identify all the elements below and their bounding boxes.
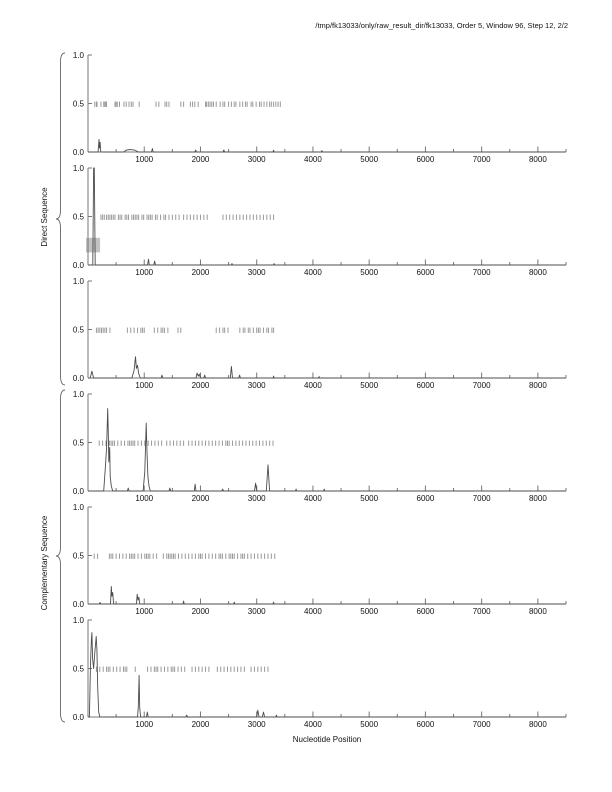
tick-label: 4000	[304, 720, 322, 729]
tick-label: 0.0	[73, 374, 85, 383]
subplot-4: 1000 2000 3000 4000 5000 6000 7000 8000 0.0 0.5 1.…	[73, 390, 567, 503]
tick-label: 0.0	[73, 148, 85, 157]
tick-label: 1000	[135, 607, 153, 616]
score-curve	[88, 408, 566, 492]
tick-label: 2000	[192, 268, 210, 277]
complementary-sequence-brace	[55, 389, 66, 723]
subplot-5: 1000 2000 3000 4000 5000 6000 7000 8000 0.0 0.5 1.…	[73, 503, 567, 616]
tick-label: 6000	[417, 268, 435, 277]
tick-label: 0.0	[73, 713, 85, 722]
subplot-2: 1000 2000 3000 4000 5000 6000 7000 8000 0.0 0.5 1.…	[73, 164, 567, 277]
plot-title: /tmp/fk13033/only/raw_result_dir/fk13033…	[315, 21, 568, 30]
tick-label: 1.0	[73, 51, 85, 60]
tick-label: 2000	[192, 155, 210, 164]
subplot-1: 1000 2000 3000 4000 5000 6000 7000 8000 0.0 0.5 1.…	[73, 51, 567, 164]
direct-sequence-brace	[55, 52, 66, 386]
tick-label: 3000	[248, 494, 266, 503]
tick-label: 8000	[529, 381, 547, 390]
tick-label: 0.5	[73, 664, 85, 673]
subplot-6: 1000 2000 3000 4000 5000 6000 7000 8000 0.0 0.5 1.…	[73, 616, 567, 729]
tick-label: 1.0	[73, 616, 85, 625]
tick-label: 4000	[304, 155, 322, 164]
tick-label: 7000	[473, 494, 491, 503]
tick-label: 2000	[192, 607, 210, 616]
tick-label: 2000	[192, 494, 210, 503]
tick-label: 8000	[529, 720, 547, 729]
tick-label: 5000	[360, 381, 378, 390]
tick-label: 4000	[304, 607, 322, 616]
tick-label: 8000	[529, 494, 547, 503]
tick-label: 6000	[417, 155, 435, 164]
tick-label: 6000	[417, 494, 435, 503]
tick-label: 1.0	[73, 277, 85, 286]
tick-label: 1.0	[73, 390, 85, 399]
score-curve	[88, 356, 566, 379]
tick-label: 5000	[360, 607, 378, 616]
tick-label: 6000	[417, 607, 435, 616]
tick-label: 2000	[192, 720, 210, 729]
tick-label: 1000	[135, 381, 153, 390]
tick-label: 7000	[473, 381, 491, 390]
tick-label: 5000	[360, 494, 378, 503]
tick-label: 8000	[529, 155, 547, 164]
tick-label: 0.5	[73, 551, 85, 560]
tick-label: 1.0	[73, 503, 85, 512]
complementary-sequence-label: Complementary Sequence	[40, 515, 49, 611]
tick-label: 1000	[135, 494, 153, 503]
tick-label: 3000	[248, 381, 266, 390]
tick-label: 5000	[360, 720, 378, 729]
tick-label: 3000	[248, 720, 266, 729]
tick-label: 2000	[192, 381, 210, 390]
tick-label: 0.5	[73, 325, 85, 334]
tick-label: 3000	[248, 268, 266, 277]
tick-label: 7000	[473, 268, 491, 277]
tick-label: 8000	[529, 268, 547, 277]
tick-label: 3000	[248, 607, 266, 616]
tick-label: 7000	[473, 720, 491, 729]
tick-label: 4000	[304, 381, 322, 390]
tick-label: 4000	[304, 494, 322, 503]
tick-label: 0.5	[73, 212, 85, 221]
tick-label: 1000	[135, 155, 153, 164]
score-curve	[88, 586, 566, 605]
tick-label: 3000	[248, 155, 266, 164]
tick-label: 5000	[360, 268, 378, 277]
tick-label: 6000	[417, 720, 435, 729]
tick-label: 7000	[473, 155, 491, 164]
direct-sequence-label: Direct Sequence	[40, 187, 49, 247]
tick-label: 0.0	[73, 487, 85, 496]
score-curve	[88, 167, 566, 266]
x-axis-title: Nucleotide Position	[292, 735, 362, 744]
tick-label: 0.5	[73, 438, 85, 447]
subplot-3: 1000 2000 3000 4000 5000 6000 7000 8000 0.0 0.5 1.…	[73, 277, 567, 390]
tick-label: 0.0	[73, 261, 85, 270]
tick-label: 4000	[304, 268, 322, 277]
tick-label: 0.0	[73, 600, 85, 609]
tick-label: 7000	[473, 607, 491, 616]
score-curve	[88, 138, 566, 153]
tick-label: 6000	[417, 381, 435, 390]
tick-label: 1.0	[73, 164, 85, 173]
score-curve	[88, 632, 566, 718]
tick-label: 1000	[135, 720, 153, 729]
tick-label: 5000	[360, 155, 378, 164]
tick-label: 8000	[529, 607, 547, 616]
tick-label: 1000	[135, 268, 153, 277]
tick-label: 0.5	[73, 99, 85, 108]
